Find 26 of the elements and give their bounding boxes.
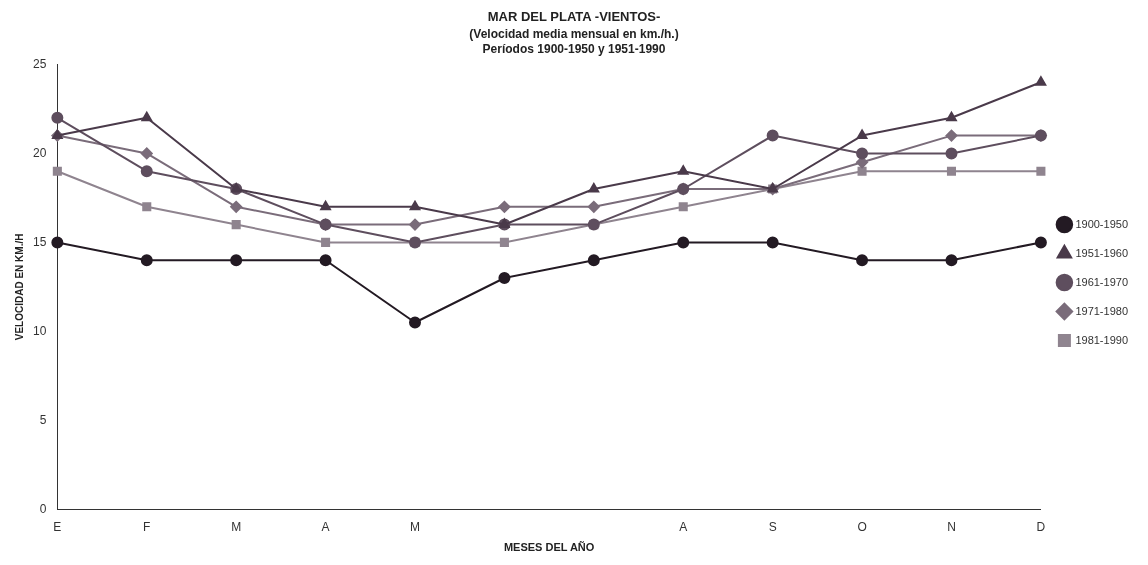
y-tick-label: 15 [32,234,47,249]
y-tick-label: 5 [39,412,47,427]
legend-label: 1900-1950 [1075,217,1128,230]
x-tick-label: N [947,519,956,534]
y-tick-label: 20 [32,145,47,160]
x-tick-label: M [410,519,420,534]
y-tick-label: 0 [39,501,47,516]
text: Períodos 1900-1950 y 1951-1990 [482,41,666,56]
x-axis-title: MESES DEL AÑO [503,541,595,554]
x-tick-label: E [53,519,62,534]
y-tick-label: 10 [32,323,47,338]
x-tick-label: M [231,519,242,534]
x-tick-label: A [321,519,330,534]
x-tick-label: O [857,519,867,534]
legend-label: 1961-1970 [1075,275,1128,288]
y-tick-label: 25 [32,56,47,71]
x-tick-label: D [1036,519,1046,534]
text: (Velocidad media mensual en km./h.) [469,27,679,42]
x-tick-label: A [679,519,688,534]
legend-label: 1951-1960 [1075,246,1128,259]
legend-label: 1981-1990 [1075,333,1128,346]
chart-title: MAR DEL PLATA -VIENTOS- [487,9,661,25]
y-axis-title: VELOCIDAD EN KM./H [13,233,25,341]
legend-label: 1971-1980 [1075,304,1128,317]
x-tick-label: F [143,519,151,534]
x-tick-label: S [768,519,777,534]
